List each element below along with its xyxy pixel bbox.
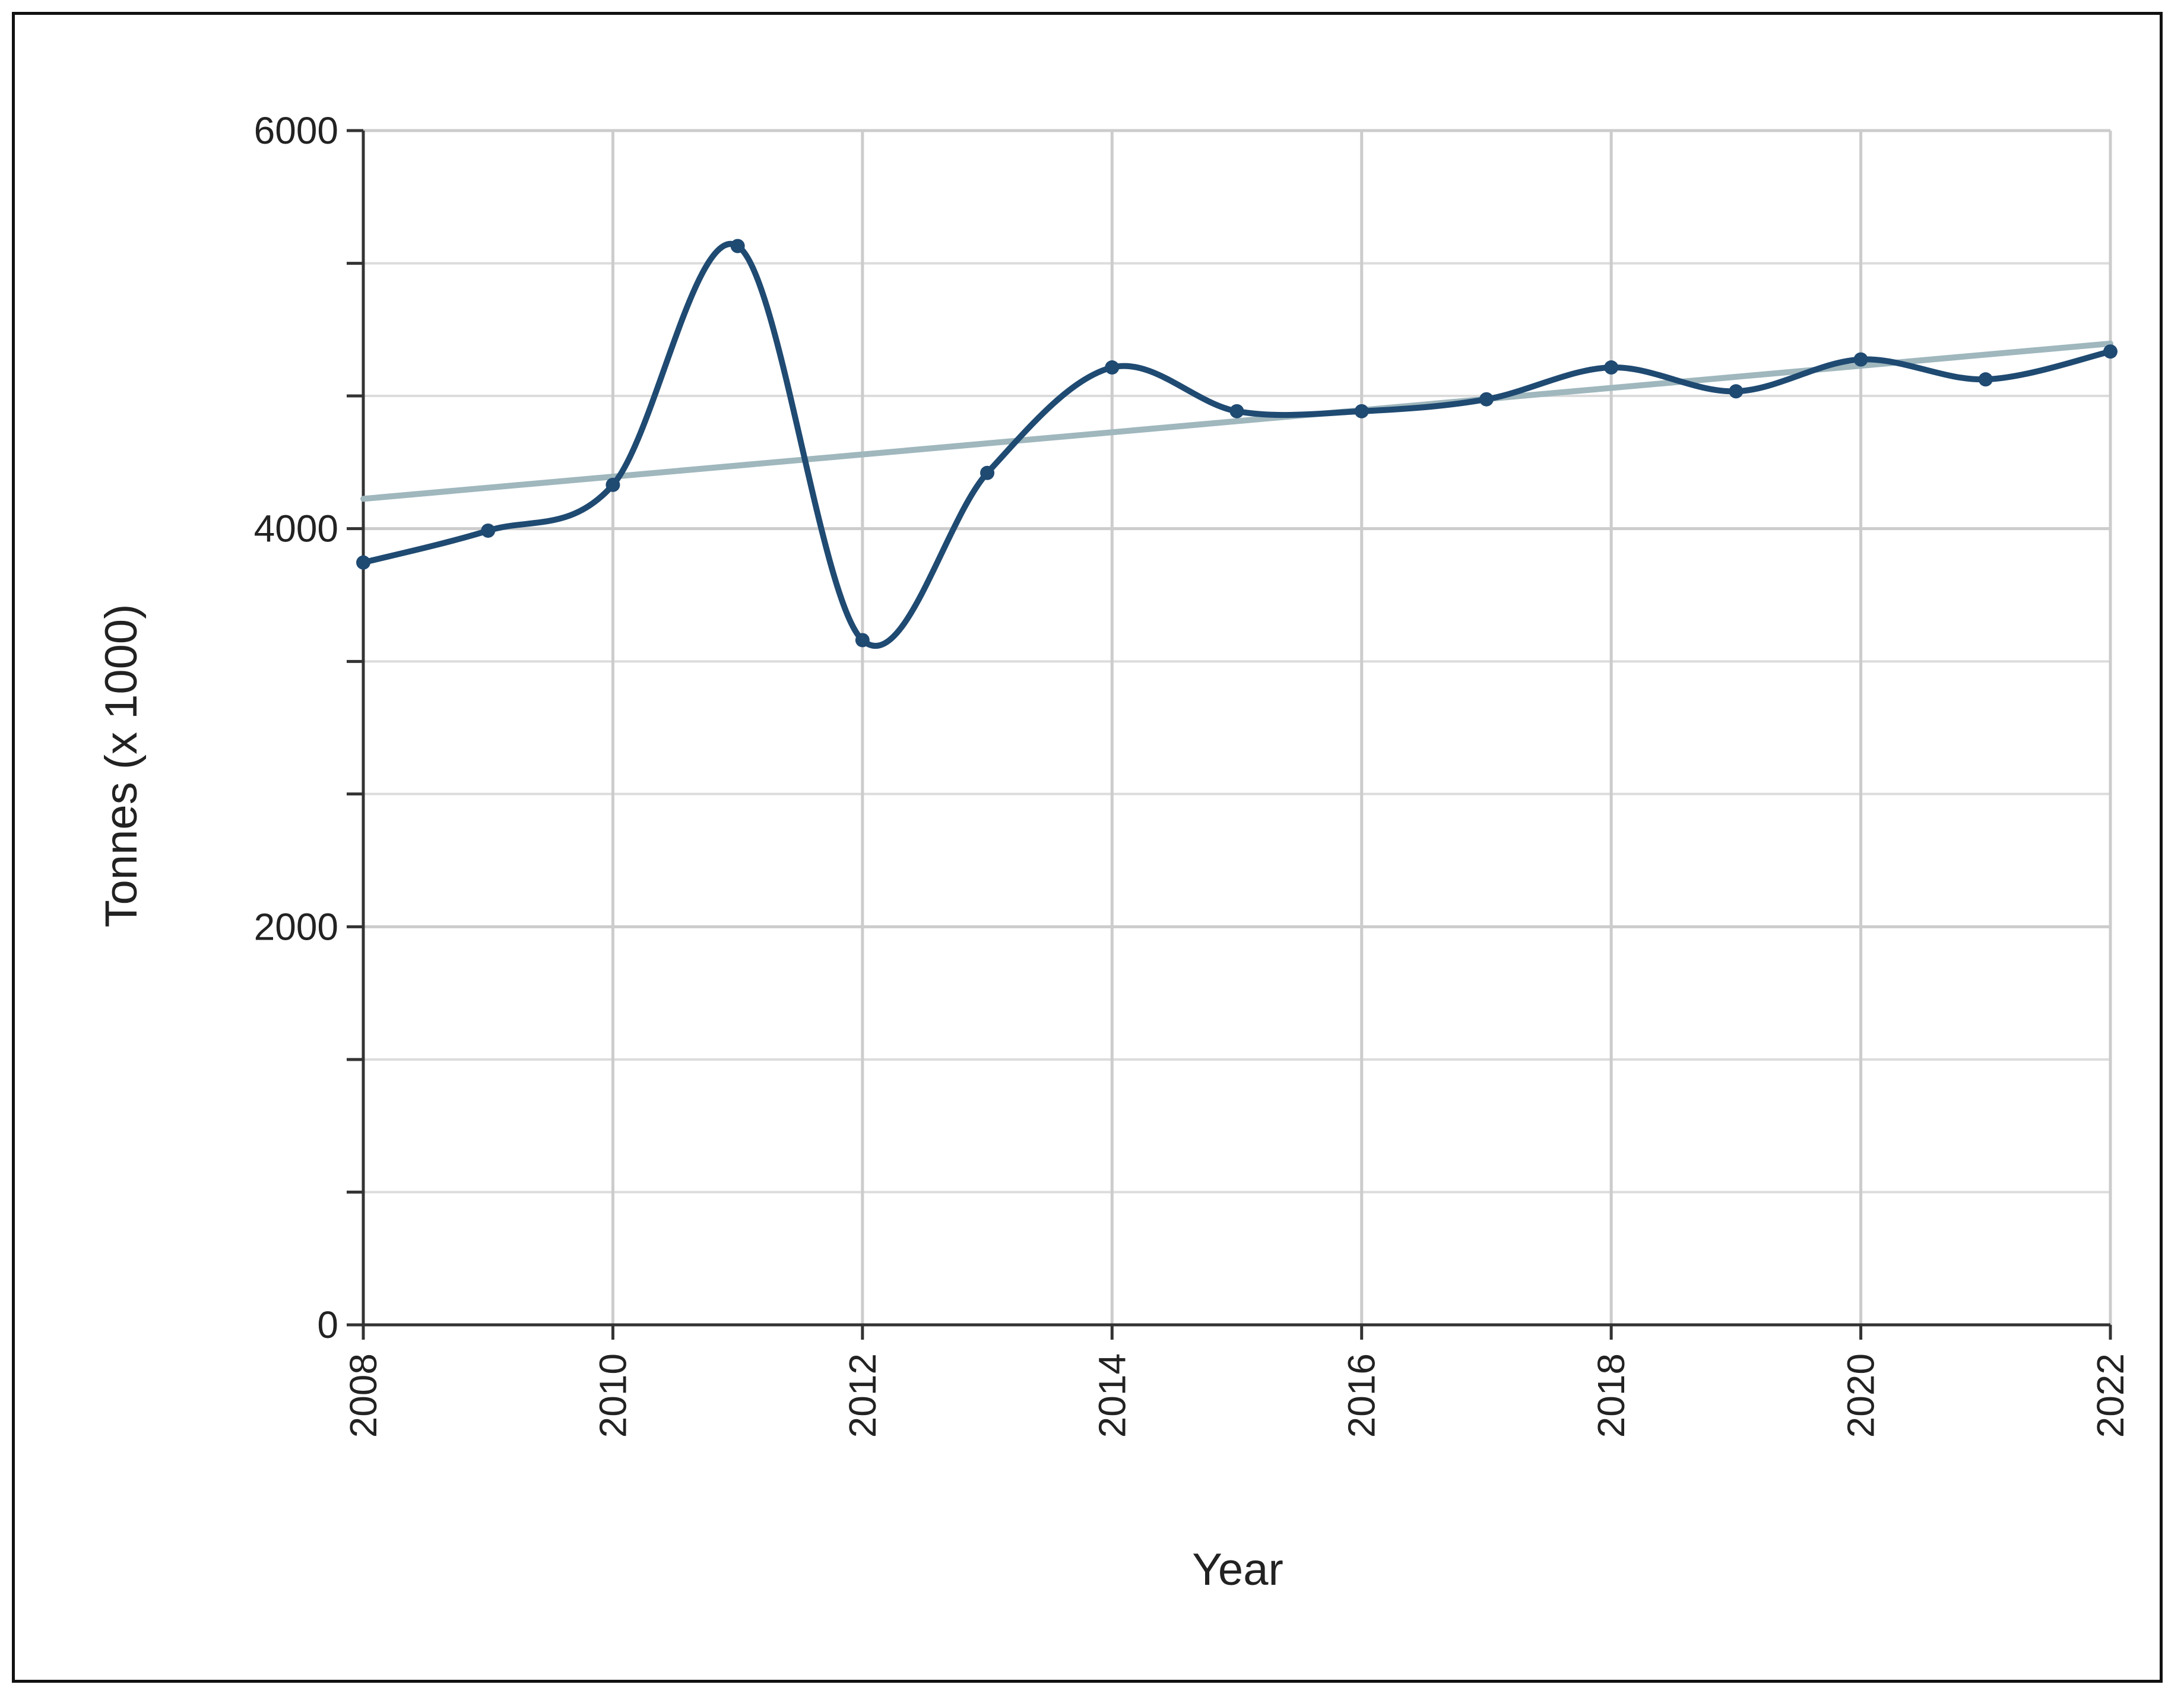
data-point (855, 633, 870, 648)
data-point (1479, 392, 1494, 407)
grid-layer (363, 129, 2112, 1325)
line-chart: 0 2000 4000 6000 2008 2010 2012 2014 2016 2018 202… (96, 109, 2132, 1595)
label-layer: 0 2000 4000 6000 2008 2010 2012 2014 2016 2018 202… (254, 109, 2132, 1438)
x-tick-label: 2020 (1840, 1353, 1882, 1438)
y-tick-label: 2000 (254, 905, 338, 948)
x-tick-label: 2010 (591, 1353, 634, 1438)
y-tick-label: 6000 (254, 109, 338, 152)
data-point (606, 477, 620, 492)
data-point (481, 524, 496, 538)
data-point (2103, 344, 2118, 359)
x-tick-label: 2008 (342, 1353, 385, 1438)
y-axis-title: Tonnes (x 1000) (96, 604, 147, 928)
data-point (1229, 404, 1244, 418)
data-point (1604, 360, 1619, 375)
x-tick-label: 2022 (2089, 1353, 2132, 1438)
x-tick-label: 2018 (1590, 1353, 1633, 1438)
series-layer (356, 239, 2118, 649)
x-tick-label: 2016 (1340, 1353, 1383, 1438)
data-point (730, 239, 745, 253)
y-tick-label: 0 (317, 1303, 338, 1346)
axis-layer (347, 129, 2112, 1340)
x-tick-label: 2012 (841, 1353, 884, 1438)
data-point (1853, 352, 1868, 367)
x-tick-label: 2014 (1091, 1353, 1133, 1438)
data-point (1354, 404, 1369, 418)
data-point (356, 555, 370, 570)
data-point (980, 465, 995, 480)
data-point (1978, 372, 1993, 387)
x-axis-title: Year (1192, 1544, 1283, 1595)
chart-frame: 0 2000 4000 6000 2008 2010 2012 2014 2016 2018 202… (12, 12, 2163, 1683)
data-series-line (362, 241, 2112, 649)
data-point (1105, 360, 1120, 375)
data-point (1729, 384, 1744, 399)
trend-line (360, 340, 2113, 502)
y-tick-label: 4000 (254, 507, 338, 550)
